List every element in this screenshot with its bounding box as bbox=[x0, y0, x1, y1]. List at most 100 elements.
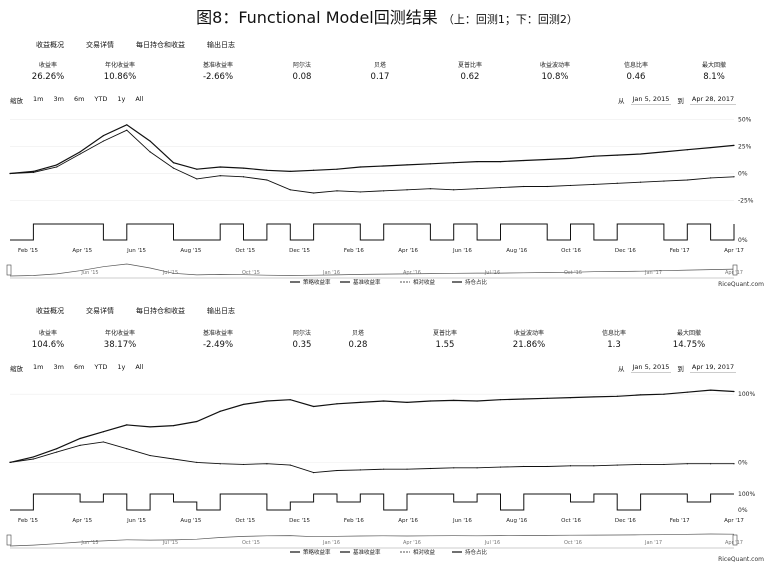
stat-label: 收益波动率 bbox=[513, 330, 544, 337]
x-tick-label: Jun '15 bbox=[126, 518, 146, 524]
series-point bbox=[406, 401, 408, 403]
tab-trades[interactable]: 交易详情 bbox=[86, 307, 114, 315]
series-point bbox=[523, 185, 525, 188]
legend-label: 相对收益 bbox=[413, 278, 436, 286]
zoom-1m[interactable]: 1m bbox=[33, 95, 44, 103]
series-point bbox=[616, 395, 618, 397]
zoom-6m[interactable]: 6m bbox=[73, 363, 85, 371]
stat-label: 夏普比率 bbox=[457, 62, 482, 69]
stat-value: 0.62 bbox=[460, 72, 480, 82]
stat-label: 贝塔 bbox=[373, 62, 386, 69]
series-point bbox=[359, 469, 361, 471]
zoom-1y[interactable]: 1y bbox=[117, 95, 126, 103]
series-point bbox=[616, 464, 618, 466]
figure-title-main: 图8：Functional Model回测结果 bbox=[196, 8, 438, 27]
tab-log[interactable]: 输出日志 bbox=[207, 41, 235, 49]
x-tick-label: Oct '16 bbox=[561, 518, 581, 524]
stat-value: 0.46 bbox=[626, 72, 646, 82]
stat-label: 基准收益率 bbox=[202, 330, 233, 337]
zoom-all[interactable]: All bbox=[135, 363, 144, 371]
stat-value: 26.26% bbox=[31, 72, 65, 82]
series-point bbox=[733, 463, 735, 465]
series-point bbox=[149, 140, 151, 142]
legend-label: 持仓占比 bbox=[465, 548, 488, 556]
series-point bbox=[686, 149, 688, 151]
series-point bbox=[453, 189, 455, 191]
tab-log[interactable]: 输出日志 bbox=[207, 307, 235, 315]
zoom-3m[interactable]: 3m bbox=[53, 363, 64, 371]
series-point bbox=[79, 153, 81, 155]
zoom-1y[interactable]: 1y bbox=[117, 363, 126, 371]
stat-beta: 贝塔 0.17 bbox=[345, 60, 415, 82]
series-line-benchmark bbox=[9, 441, 734, 474]
x-tick-label: Aug '15 bbox=[180, 248, 201, 254]
range-to-input[interactable]: Apr 19, 2017 bbox=[689, 363, 737, 373]
range-from-input[interactable]: Jan 5, 2015 bbox=[630, 95, 672, 105]
series-point bbox=[242, 167, 245, 169]
x-tick-label: Apr '17 bbox=[724, 248, 744, 254]
series-point bbox=[733, 176, 735, 178]
series-point bbox=[639, 153, 642, 155]
series-point bbox=[639, 463, 642, 466]
stat-label: 基准收益率 bbox=[202, 62, 233, 69]
series-point bbox=[336, 168, 338, 170]
stat-value: 21.86% bbox=[512, 340, 546, 350]
series-point bbox=[336, 469, 338, 472]
tab-daily-positions[interactable]: 每日持仓和收益 bbox=[136, 41, 185, 49]
series-point bbox=[383, 190, 385, 192]
tab-daily-positions[interactable]: 每日持仓和收益 bbox=[136, 307, 185, 315]
series-line-strategy bbox=[9, 124, 735, 175]
x-tick-label: Feb '17 bbox=[670, 518, 690, 524]
series-point bbox=[569, 184, 572, 187]
x-tick-label: Jun '16 bbox=[452, 518, 472, 524]
series-point bbox=[9, 172, 11, 175]
zoom-3m[interactable]: 3m bbox=[53, 95, 64, 103]
stat-benchmark-return: 基准收益率 -2.66% bbox=[183, 60, 253, 82]
navigator-handle-right bbox=[732, 534, 738, 546]
zoom-all[interactable]: All bbox=[135, 95, 144, 103]
backtest-panel-2: 收益概况 交易详情 每日持仓和收益 输出日志 收益率 104.6% 年化收益率 38… bbox=[0, 300, 774, 568]
series-point bbox=[406, 164, 408, 166]
tab-summary[interactable]: 收益概况 bbox=[36, 41, 64, 49]
stat-annual-return: 年化收益率 38.17% bbox=[85, 328, 155, 350]
zoom-1m[interactable]: 1m bbox=[33, 363, 44, 371]
series-point bbox=[359, 191, 361, 193]
series-point bbox=[686, 463, 688, 465]
series-point bbox=[79, 151, 81, 153]
series-point bbox=[710, 389, 712, 391]
navigator-tick-label: Jul '16 bbox=[484, 540, 500, 546]
zoom-6m[interactable]: 6m bbox=[73, 95, 85, 103]
series-point bbox=[476, 161, 478, 163]
x-tick-label: Apr '15 bbox=[72, 248, 92, 254]
navigator-tick-label: Oct '16 bbox=[564, 540, 582, 546]
series-point bbox=[289, 399, 291, 401]
range-from-input[interactable]: Jan 5, 2015 bbox=[630, 363, 672, 373]
position-tick-label: 0% bbox=[738, 507, 748, 514]
date-range: 从 Jan 5, 2015 到 Apr 19, 2017 bbox=[618, 363, 737, 373]
series-point bbox=[476, 467, 478, 469]
zoom-ytd[interactable]: YTD bbox=[94, 95, 108, 103]
stat-annual-return: 年化收益率 10.86% bbox=[85, 60, 155, 82]
y-tick-label: 0% bbox=[738, 459, 748, 466]
tab-trades[interactable]: 交易详情 bbox=[86, 41, 114, 49]
series-point bbox=[616, 154, 618, 156]
x-tick-label: Dec '15 bbox=[289, 518, 310, 524]
zoom-ytd[interactable]: YTD bbox=[94, 363, 108, 371]
y-tick-label: 0% bbox=[738, 171, 748, 178]
range-to-input[interactable]: Apr 28, 2017 bbox=[689, 95, 737, 105]
stat-value: -2.66% bbox=[202, 72, 234, 82]
x-tick-label: Aug '16 bbox=[506, 248, 527, 254]
series-point bbox=[172, 167, 175, 169]
stat-label: 年化收益率 bbox=[104, 330, 135, 337]
x-tick-label: Oct '16 bbox=[561, 248, 581, 254]
series-point bbox=[639, 181, 642, 183]
panel-tabs: 收益概况 交易详情 每日持仓和收益 输出日志 bbox=[36, 40, 235, 50]
series-point bbox=[79, 444, 81, 446]
legend-label: 相对收益 bbox=[413, 548, 436, 556]
tab-summary[interactable]: 收益概况 bbox=[36, 307, 64, 315]
range-to-label: 到 bbox=[677, 365, 684, 373]
series-point bbox=[546, 185, 548, 188]
series-point bbox=[663, 393, 665, 395]
series-point bbox=[289, 464, 291, 466]
stat-label: 收益率 bbox=[38, 330, 57, 337]
